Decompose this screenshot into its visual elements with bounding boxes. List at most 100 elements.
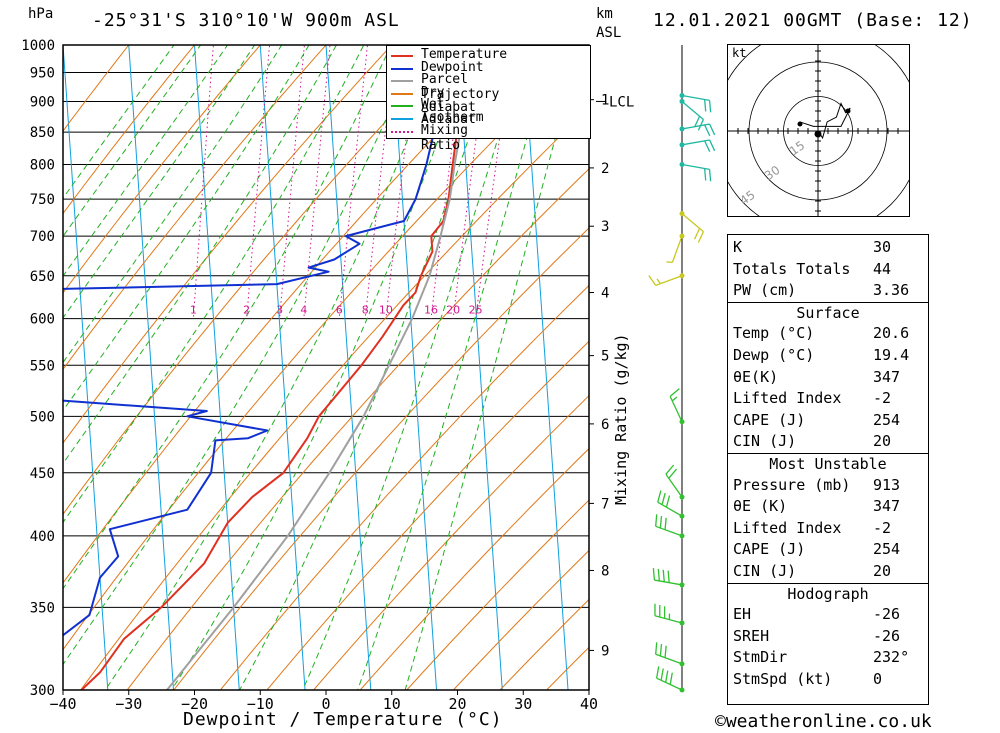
wind-barb-shaft [681,94,710,102]
pressure-tick-label: 500 [30,409,55,425]
mixing-ratio-label: 4 [300,304,307,317]
wind-barb-dot [679,494,685,500]
mixing-ratio-line [338,45,369,319]
stats-row: Temp (°C) 20.6 [728,323,928,344]
wind-barb-dot [679,162,685,168]
x-tick-label: −10 [247,695,274,713]
dry-adiabat-line [79,107,589,690]
isotherm-line [655,45,700,690]
x-tick-label: 30 [514,695,532,713]
wet-adiabat-line [63,45,202,238]
stats-value: 3.36 [873,281,910,300]
dry-adiabat-line [63,45,130,132]
hodograph-storm-motion [814,130,822,138]
wind-barb [679,139,716,152]
dry-adiabat-line [63,45,196,215]
stats-separator [728,301,928,303]
wind-barb-flag [665,670,669,683]
wind-barb-flag [693,115,701,128]
wind-barb-dot [679,142,685,148]
mixing-ratio-line [475,45,514,319]
isotherm-line [63,45,109,690]
parcel-trajectory-line [166,93,466,690]
stats-row: CAPE (J) 254 [728,410,928,431]
wind-barb-shaft [655,275,683,286]
wind-barb-shaft [654,579,683,586]
stats-label: Pressure (mb) [733,475,851,494]
wind-barb-dot [679,533,685,539]
stats-value: 913 [873,475,901,494]
stats-label: CIN (J) [733,432,797,451]
pressure-tick-label: 700 [30,229,55,245]
stats-value: 0 [873,670,883,688]
pressure-tick-label: 1000 [21,38,55,54]
mixing-ratio-line [279,45,305,319]
stats-label: StmDir [733,648,788,667]
pressure-tick-label: 900 [30,94,55,110]
isotherm-line [522,45,569,690]
wind-barb-dot [679,513,685,519]
stats-label: StmSpd (kt) [733,670,833,688]
wind-barb [679,98,705,131]
km-tick-label: 8 [601,563,609,579]
pressure-tick-label: 800 [30,158,55,174]
stats-row: SREH -26 [728,626,928,647]
wind-barb-flag [648,275,657,286]
wind-barb-dot [679,582,685,588]
lcl-label: LCL [609,94,634,110]
wind-barb-flag [704,168,707,181]
isotherm-line [194,45,240,690]
hodograph-point [845,108,851,114]
km-tick-label: 3 [601,219,609,235]
stats-row: Totals Totals 44 [728,259,928,280]
legend-label: Dry Adiabat [421,84,476,115]
stats-value: 254 [873,540,901,559]
datetime-title: 12.01.2021 00GMT (Base: 12) [653,10,973,31]
wind-barb-flag [652,568,656,581]
dry-adiabat-line [63,45,261,294]
hodograph-point [797,121,803,127]
km-tick-label: 9 [601,643,609,659]
stats-table: K 30 Totals Totals 44 PW (cm) 3.36 Surface Temp… [727,234,929,705]
stats-row: StmSpd (kt) 0 [728,669,928,690]
wind-barb-flag [660,668,664,681]
stats-separator [728,582,928,584]
isotherm-line [325,45,372,690]
wind-barb-flag [655,642,658,655]
stats-separator [728,453,928,454]
stats-label: θE (K) [733,497,788,516]
mixing-ratio-label: 8 [362,304,369,317]
pressure-tick-label: 850 [30,125,55,141]
legend-swatch [391,118,413,120]
mixing-ratio-label: 3 [276,304,283,317]
hodograph-panel: 15 30 45 kt [727,44,910,217]
x-tick-label: −30 [115,695,142,713]
wind-barb [657,490,685,519]
stats-value: 232° [873,648,910,667]
hodograph-unit: kt [732,46,747,60]
stats-label: Dewp (°C) [733,346,815,364]
wind-barb-dot [679,273,685,279]
legend-swatch [391,67,413,70]
wind-barb-flag [704,124,711,137]
wind-barb-shaft [671,235,683,263]
stats-value: -26 [873,605,901,624]
x-axis-label: Dewpoint / Temperature (°C) [183,709,503,730]
stats-section-title: Surface [796,303,860,322]
wind-barb-dot [679,661,685,667]
wind-barb-shaft [655,525,683,537]
wind-barb [665,464,685,500]
km-tick-label: 4 [601,286,609,302]
wind-barb-flag [664,645,667,658]
stats-label: PW (cm) [733,281,797,300]
wind-barb-flag [693,228,701,240]
isotherm-line [457,45,503,690]
wind-barb [655,514,685,539]
stats-row: Pressure (mb) 913 [728,475,928,496]
stats-label: K [733,238,743,256]
stats-section-title: Hodograph [787,584,869,603]
mixing-ratio-label: 10 [379,304,393,317]
x-tick-label: −40 [49,695,76,713]
stats-label: EH [733,605,752,624]
stats-row: θE (K) 347 [728,496,928,517]
